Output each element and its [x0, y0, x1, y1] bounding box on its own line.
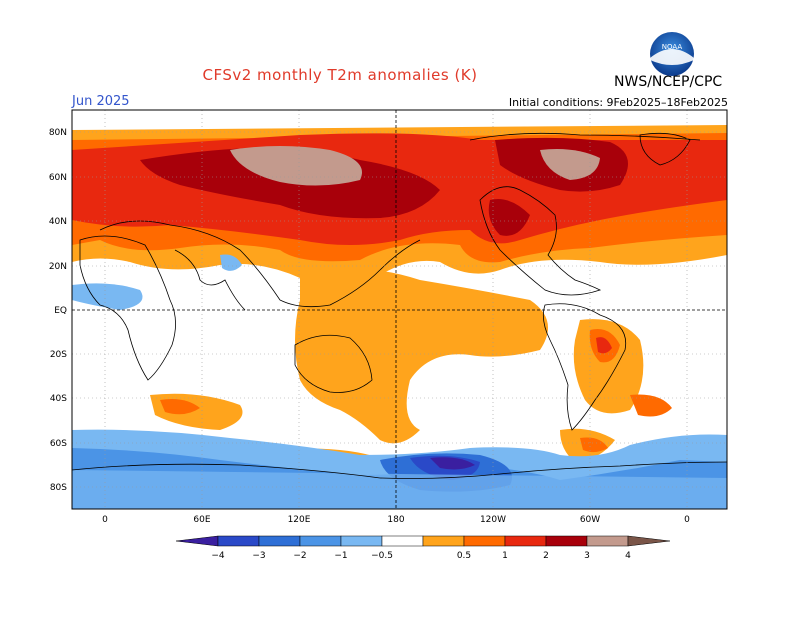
colorbar-swatch	[545, 535, 588, 547]
colorbar-label: −4	[211, 551, 225, 561]
colorbar-swatch	[463, 535, 506, 547]
colorbar-arrow-right	[627, 535, 671, 547]
colorbar-label: 3	[584, 551, 590, 561]
colorbar-swatch	[340, 535, 383, 547]
agency-label: NWS/NCEP/CPC	[614, 74, 723, 90]
graticule	[72, 110, 727, 509]
lon-label: 0	[102, 515, 108, 525]
colorbar: −4 −3 −2 −1 −0.5 0.5 1 2 3 4	[175, 535, 671, 561]
lat-label: 80S	[50, 483, 67, 493]
lat-label: 60S	[50, 439, 67, 449]
lon-label: 60W	[580, 515, 600, 525]
lon-label: 120W	[480, 515, 506, 525]
logo-text: NOAA	[662, 43, 683, 51]
colorbar-swatch	[258, 535, 301, 547]
map-frame	[71, 109, 728, 510]
colorbar-label: −3	[252, 551, 265, 561]
initial-conditions: Initial conditions: 9Feb2025–18Feb2025	[508, 96, 728, 109]
colorbar-swatch	[504, 535, 547, 547]
noaa-logo-icon: NOAA	[650, 32, 694, 76]
lon-label: 120E	[288, 515, 311, 525]
lat-label: 20S	[50, 350, 67, 360]
lat-label: 40S	[50, 394, 67, 404]
lon-labels: 0 60E 120E 180 120W 60W 0	[102, 515, 690, 525]
anomaly-field	[72, 110, 727, 509]
colorbar-swatch	[217, 535, 260, 547]
colorbar-swatch	[381, 535, 424, 547]
colorbar-label: 4	[625, 551, 631, 561]
colorbar-label: 2	[543, 551, 549, 561]
coastlines	[72, 132, 727, 479]
colorbar-label: −0.5	[371, 551, 393, 561]
colorbar-label: −2	[293, 551, 306, 561]
lon-label: 0	[684, 515, 690, 525]
lat-label: 40N	[49, 217, 67, 227]
colorbar-label: 0.5	[457, 551, 471, 561]
lon-label: 180	[387, 515, 404, 525]
chart-title: CFSv2 monthly T2m anomalies (K)	[202, 66, 478, 84]
lat-label: 20N	[49, 262, 67, 272]
lat-label: 80N	[49, 128, 67, 138]
colorbar-label: −1	[334, 551, 347, 561]
colorbar-swatch	[299, 535, 342, 547]
lat-label: 60N	[49, 173, 67, 183]
colorbar-swatch	[586, 535, 629, 547]
lon-label: 60E	[193, 515, 210, 525]
lat-label: EQ	[54, 306, 67, 316]
colorbar-swatch	[422, 535, 465, 547]
colorbar-label: 1	[502, 551, 508, 561]
colorbar-arrow-left	[175, 535, 219, 547]
lat-labels: 80N 60N 40N 20N EQ 20S 40S 60S 80S	[49, 128, 67, 493]
forecast-month: Jun 2025	[72, 94, 130, 109]
